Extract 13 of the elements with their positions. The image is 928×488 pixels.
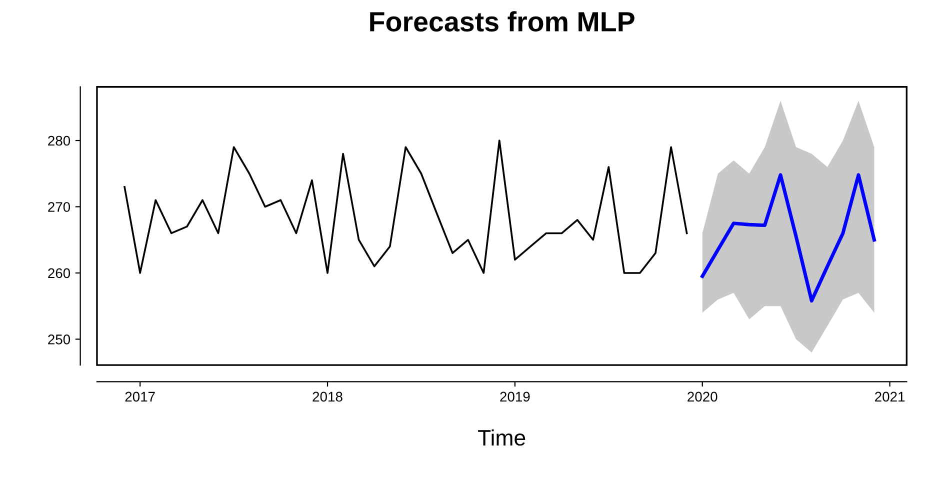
y-tick-label: 280 — [48, 136, 70, 146]
x-tick-label: 2018 — [312, 392, 342, 402]
chart-title: Forecasts from MLP — [370, 11, 634, 32]
line-series — [700, 173, 876, 303]
y-tick-label: 270 — [48, 202, 70, 212]
x-tick-label: 2021 — [875, 392, 905, 402]
y-tick-label: 250 — [48, 334, 70, 344]
x-tick-label: 2020 — [688, 392, 718, 402]
line-series — [124, 140, 688, 274]
x-tick-label: 2019 — [500, 392, 530, 402]
y-tick-label: 260 — [48, 268, 70, 278]
x-tick-label: 2017 — [125, 392, 155, 402]
x-axis-title: Time — [478, 429, 526, 446]
